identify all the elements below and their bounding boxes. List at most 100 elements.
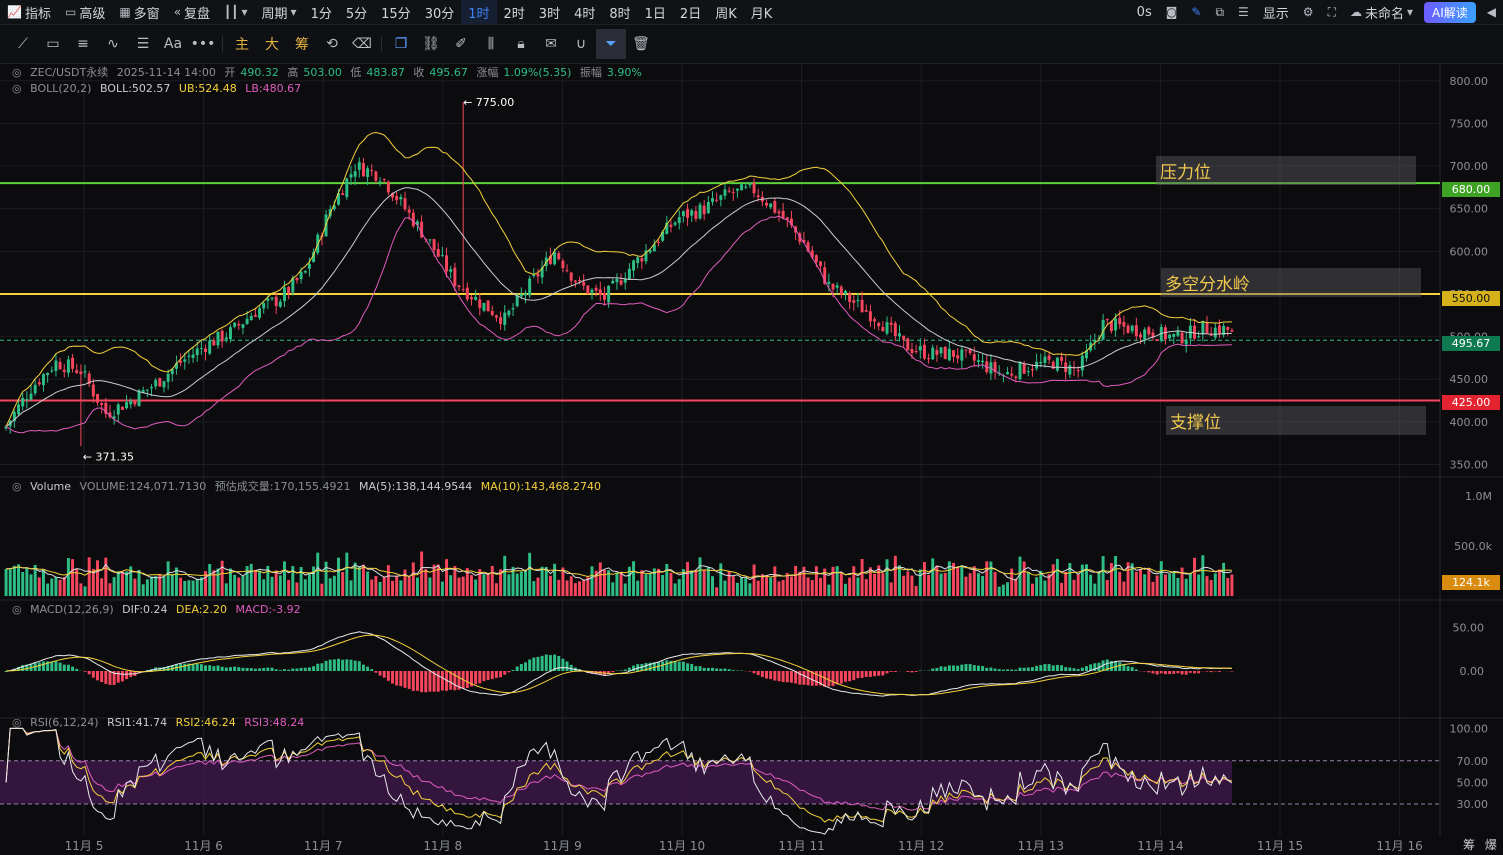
rsi2-value: RSI2:46.24 [175, 716, 236, 729]
indicators-button[interactable]: 📈 指标 [0, 0, 58, 24]
fullscreen-icon: ⛶ [1327, 4, 1336, 19]
candle-body [357, 162, 361, 170]
timeframe-11[interactable]: 周K [715, 6, 737, 22]
parallel-channel-tool[interactable]: ≡ [68, 29, 98, 59]
timeframe-1[interactable]: 5分 [345, 6, 368, 22]
candle-body [860, 299, 864, 313]
eye-icon[interactable]: ◎ [12, 716, 22, 729]
timeframe-3[interactable]: 30分 [424, 6, 455, 22]
link-tool[interactable]: ⛓ [416, 29, 446, 59]
compare-tool[interactable]: ⫼ [476, 29, 506, 59]
macd-bar [1060, 665, 1064, 671]
period-dropdown[interactable]: 周期 ▾ [255, 0, 304, 24]
chips-button[interactable]: 筹 [295, 37, 309, 53]
volume-bar [843, 583, 847, 596]
macd-bar [1118, 662, 1122, 671]
macd-bar [499, 671, 503, 678]
timeframe-5[interactable]: 2时 [503, 6, 525, 22]
macd-bar [694, 666, 698, 671]
lock-tool[interactable]: 🔒︎ [506, 29, 536, 59]
eye-icon[interactable]: ◎ [12, 66, 22, 79]
macd-bar [711, 667, 714, 671]
cloud-layout-dropdown[interactable]: ☁ 未命名 ▾ [1343, 0, 1420, 24]
sync-tool[interactable]: ⟲ [317, 29, 347, 59]
copy-tool[interactable]: ❐ [386, 29, 416, 59]
watershed-annotation[interactable]: 多空分水岭 [1161, 268, 1421, 297]
timeframe-4[interactable]: 1时 [461, 0, 497, 24]
timeframe-8[interactable]: 8时 [609, 6, 631, 22]
macd-bar [686, 663, 690, 671]
volume-bar [798, 571, 802, 596]
screenshot-button[interactable]: ◙ [1159, 0, 1185, 24]
advanced-button[interactable]: ▭ 高级 [58, 0, 112, 24]
candle-body [1151, 332, 1155, 338]
note-tool[interactable]: ✉ [536, 29, 566, 59]
display-button[interactable]: 显示 [1256, 0, 1296, 24]
burst-toggle[interactable]: 爆 [1484, 838, 1497, 852]
replay-button[interactable]: «复盘 [167, 0, 217, 24]
timeframe-12[interactable]: 月K [750, 6, 773, 22]
resistance-annotation[interactable]: 压力位 [1156, 156, 1416, 185]
settings-list-button[interactable]: ☰ [1231, 0, 1256, 24]
chips-toggle[interactable]: 筹 [1463, 838, 1476, 852]
volume-bar [1176, 577, 1180, 596]
eye-icon[interactable]: ◎ [12, 603, 22, 616]
multi-window-button[interactable]: ▦ 多窗 [112, 0, 166, 24]
chart-canvas[interactable]: 11月 5 11月 6 11月 7 11月 8 11月 9 11月 10 11月 11 11月… [0, 63, 1503, 855]
volume-bar [29, 574, 33, 596]
volume-bar [981, 575, 985, 596]
candle-body [1130, 325, 1134, 332]
volume-bar [806, 577, 810, 596]
chart-type-dropdown[interactable]: ┃┃ ▾ [217, 0, 254, 24]
eye-icon[interactable]: ◎ [12, 82, 22, 95]
collapse-button[interactable]: ◀ [1480, 0, 1503, 24]
volume-bar [87, 557, 91, 596]
timeframe-7[interactable]: 4时 [574, 6, 596, 22]
macd-bar [1001, 669, 1005, 671]
volume-bar [374, 575, 378, 596]
support-annotation[interactable]: 支撑位 [1166, 406, 1426, 435]
text-tool[interactable]: Aa [163, 36, 183, 52]
volume-bar [66, 558, 70, 596]
macd-bar [249, 668, 253, 671]
delete-tool[interactable]: 🗑︎ [626, 29, 656, 59]
high-label: 高 [287, 66, 299, 79]
volume-bar [503, 555, 507, 596]
trend-line-tool[interactable]: ⟋ [8, 29, 38, 59]
price-tick-label: 650.00 [1450, 203, 1489, 216]
large-order-button[interactable]: 大 [265, 37, 279, 53]
eraser-tool[interactable]: ⌫ [347, 29, 377, 59]
timeframe-2[interactable]: 15分 [381, 6, 411, 22]
timeframe-6[interactable]: 3时 [538, 6, 561, 22]
draw-button[interactable]: ✎ [1184, 0, 1208, 24]
fib-tool[interactable]: ☰ [128, 29, 158, 59]
candle-body [46, 372, 50, 375]
main-force-button[interactable]: 主 [235, 37, 249, 53]
eye-icon[interactable]: ◎ [12, 480, 22, 493]
macd-bar [532, 657, 536, 671]
timeframe-9[interactable]: 1日 [644, 6, 666, 22]
candle-body [1030, 368, 1034, 371]
fullscreen-button[interactable]: ⛶ [1321, 0, 1343, 24]
volume-bar [1180, 567, 1184, 596]
macd-bar [307, 667, 311, 671]
timeframe-10[interactable]: 2日 [679, 6, 702, 22]
timeframe-0[interactable]: 1分 [310, 6, 332, 22]
macd-bar [681, 661, 685, 671]
macd-bar [1159, 671, 1163, 674]
filter-tool[interactable]: ⏷ [596, 29, 626, 59]
volume-bar [1151, 581, 1155, 596]
magnet-tool[interactable]: ∪ [566, 29, 596, 59]
rectangle-tool[interactable]: ▭ [38, 29, 68, 59]
candle-body [208, 340, 212, 354]
brush-tool[interactable]: ✐ [446, 29, 476, 59]
more-tools[interactable]: ••• [188, 29, 218, 59]
pattern-tool[interactable]: ∿ [98, 29, 128, 59]
settings-button[interactable]: ⚙ [1296, 0, 1321, 24]
volume-bar [565, 580, 569, 596]
volume-bar [607, 570, 611, 596]
macd-bar [1168, 671, 1172, 675]
ai-analysis-button[interactable]: AI解读 [1424, 1, 1476, 23]
volume-estimate: 预估成交量:170,155.4921 [214, 480, 351, 493]
layout-button[interactable]: ⧉ [1208, 0, 1231, 24]
